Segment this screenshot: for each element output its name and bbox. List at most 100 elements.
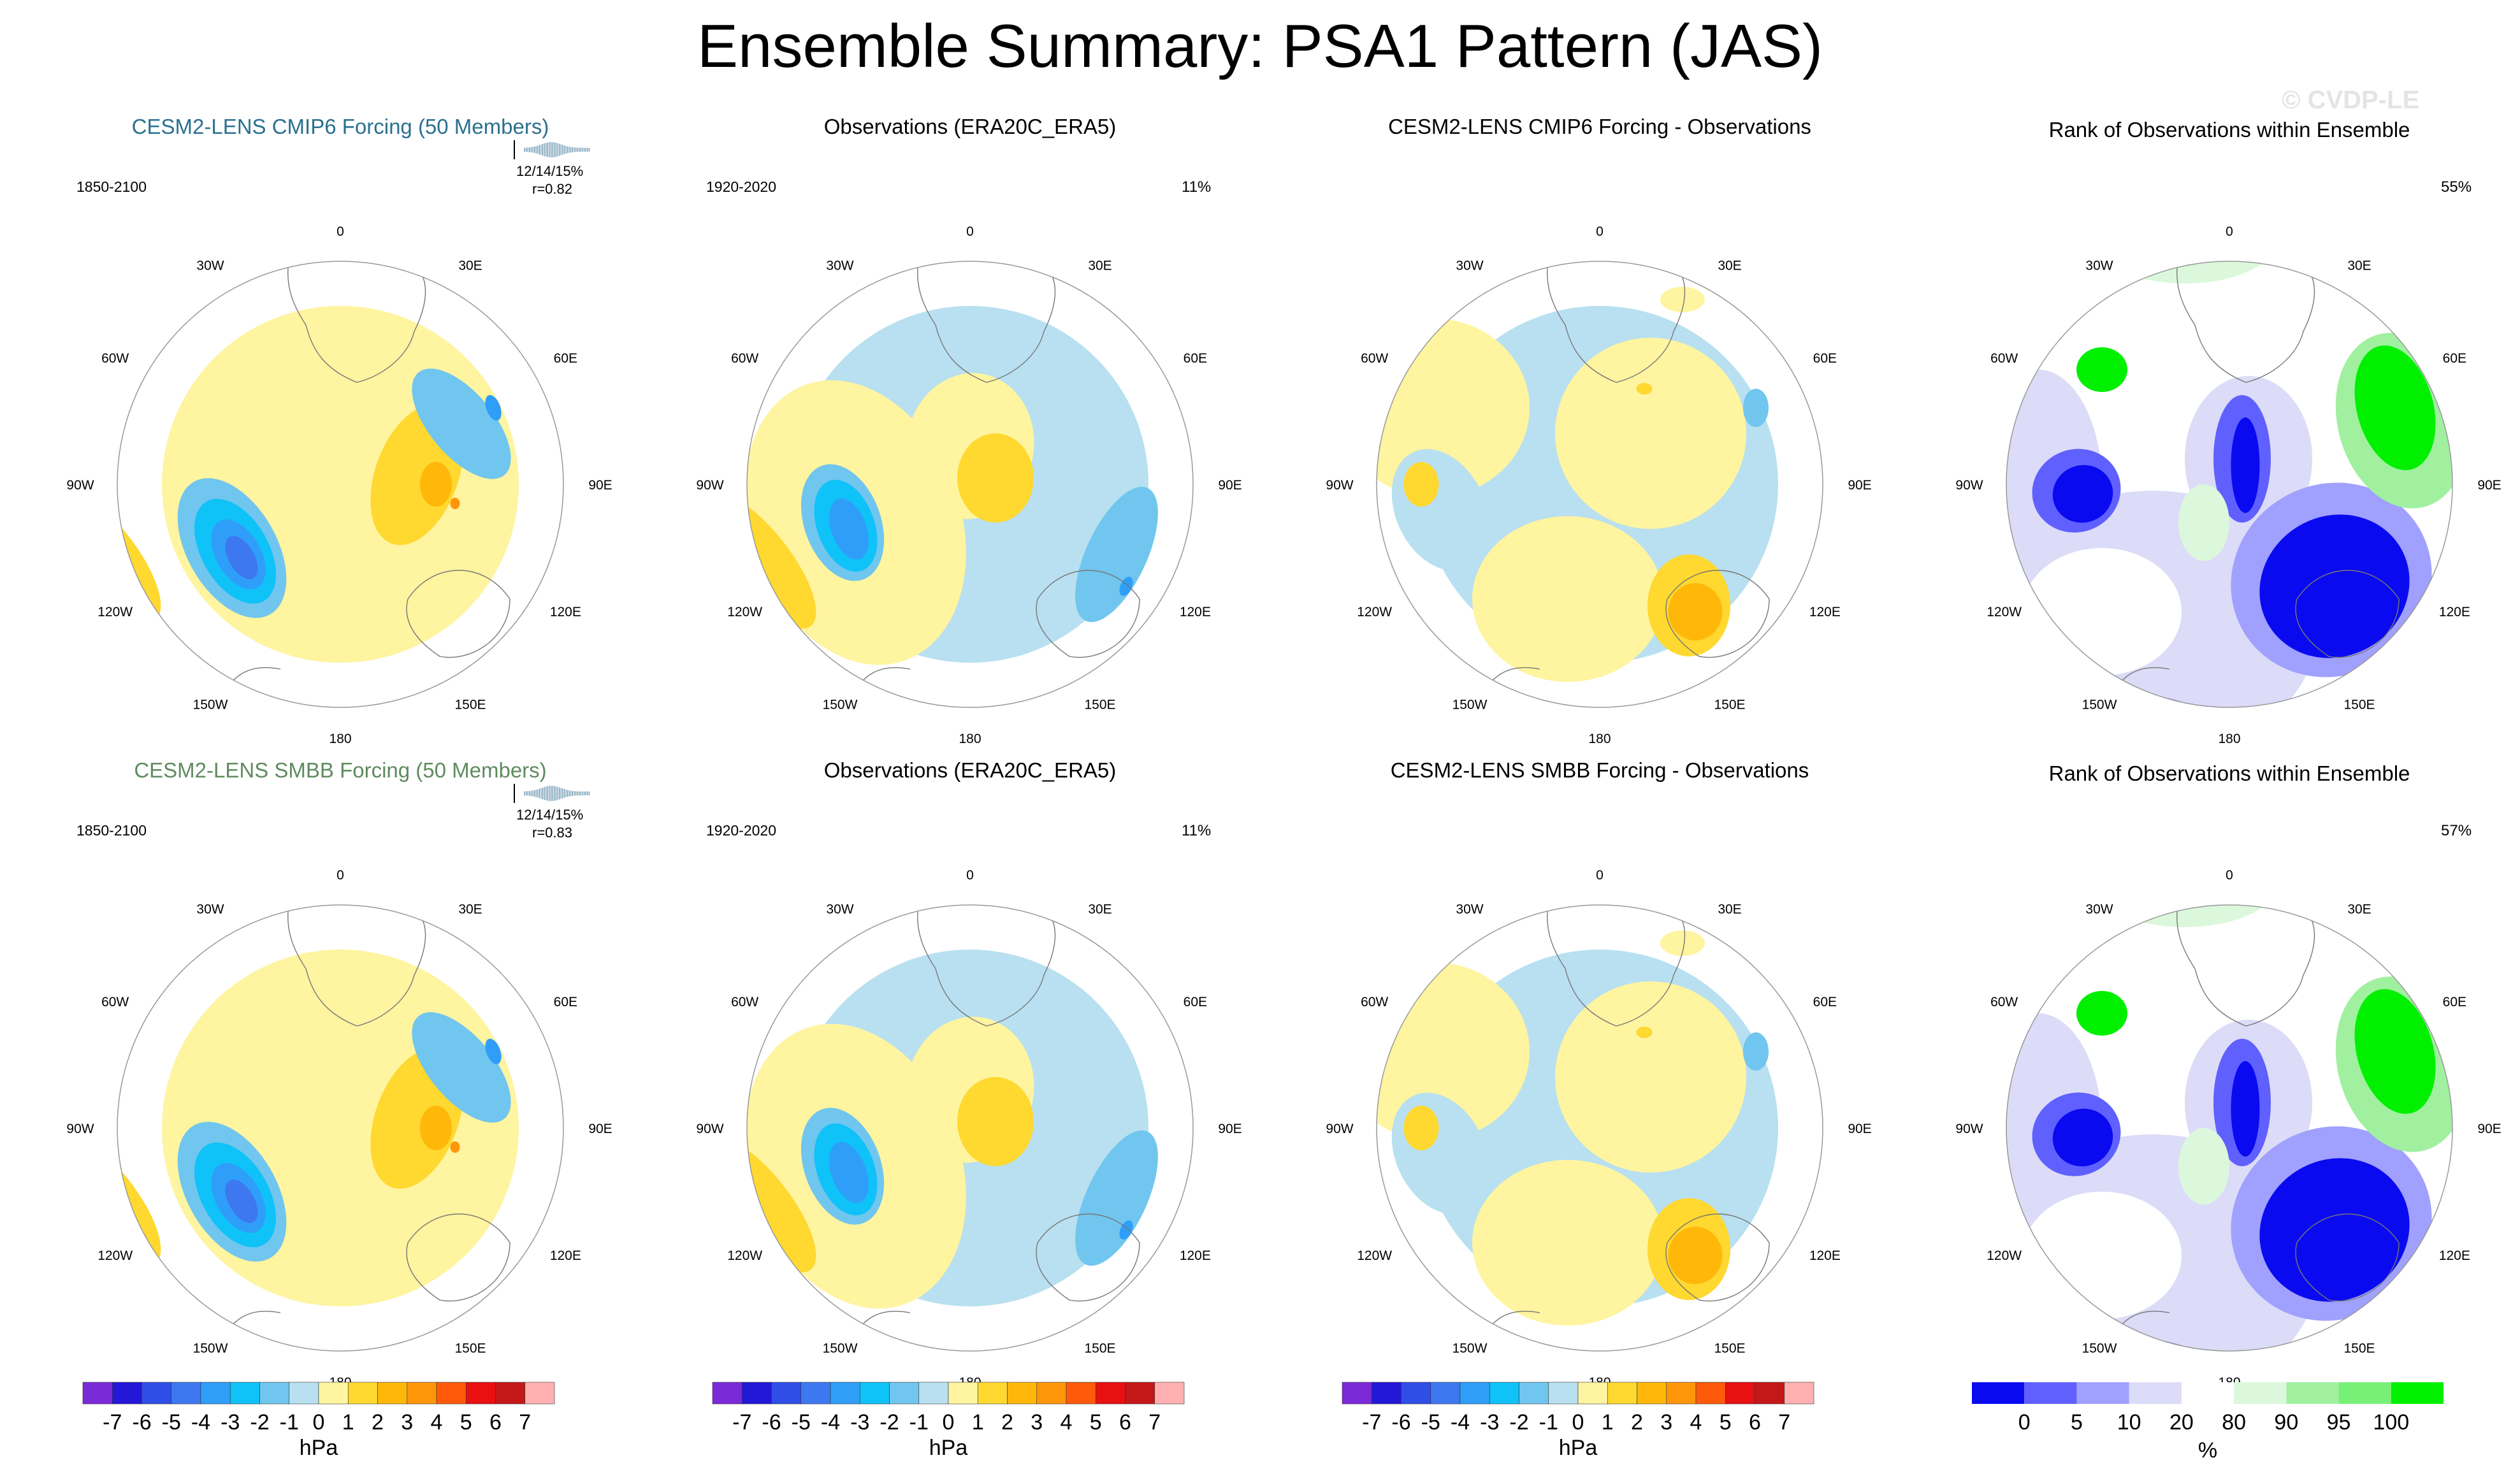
longitude-label: 150E [1714, 1341, 1745, 1356]
variance-percent: 11% [1182, 178, 1212, 196]
coastline [1547, 905, 1686, 1027]
pattern-correlation: r=0.83 [532, 825, 572, 841]
colorbar-tick: -5 [162, 1410, 181, 1434]
colorbar-tick: -1 [909, 1410, 929, 1434]
coastline [406, 570, 511, 658]
colorbar-tick: -5 [792, 1410, 811, 1434]
contour-region [485, 1038, 502, 1065]
contour-region [2178, 484, 2229, 561]
longitude-label: 30W [196, 902, 224, 916]
colorbar-tick: 4 [1061, 1410, 1073, 1434]
pattern-correlation: r=0.82 [532, 181, 572, 197]
colorbar-swatch [1607, 1382, 1637, 1405]
colorbar-swatch [1666, 1382, 1697, 1405]
panel-title: Observations (ERA20C_ERA5) [823, 115, 1117, 138]
contour-region [1668, 1227, 1723, 1284]
contour-region [2076, 347, 2127, 392]
panel-title: CESM2-LENS SMBB Forcing - Observations [1390, 758, 1809, 782]
panel-obs-row1: 0 30E 60E 90E 120E 150E 180 150W 120W 90W 60W 30W Ob… [655, 115, 1285, 758]
colorbar-swatch [407, 1382, 437, 1405]
colorbar-tick: 20 [2169, 1410, 2194, 1434]
longitude-label: 30E [2347, 902, 2371, 916]
coastline [287, 261, 426, 383]
longitude-label: 60E [2443, 995, 2466, 1009]
contour-region [1636, 383, 1653, 394]
colorbar-swatch [2286, 1382, 2339, 1404]
contour-region [80, 550, 97, 572]
colorbar-swatch [1784, 1382, 1814, 1405]
longitude-label: 150W [193, 1341, 228, 1356]
colorbar-tick: -3 [1480, 1410, 1499, 1434]
colorbar-tick: -7 [732, 1410, 751, 1434]
contour-region [2231, 417, 2260, 513]
longitude-label: 60W [101, 351, 129, 366]
panel-model-row2: 030E60E90E120E150E180150W120W90W60W30WCE… [25, 758, 655, 1402]
contour-region [225, 536, 258, 579]
contour-region [2354, 989, 2436, 1114]
coastline [2176, 905, 2315, 1027]
longitude-label: 90E [1218, 1122, 1242, 1136]
longitude-label: 180 [1588, 732, 1611, 746]
coastline [1036, 570, 1140, 658]
contour-region [2089, 905, 2280, 927]
longitude-label: 60W [101, 995, 129, 1009]
contour-region [412, 1012, 511, 1123]
colorbar-swatch [1548, 1382, 1579, 1405]
colorbar-swatch [2234, 1382, 2287, 1404]
colorbar-swatch [200, 1382, 231, 1405]
colorbar-swatch [771, 1382, 802, 1405]
longitude-label: 60W [1990, 351, 2018, 366]
colorbar-tick: 90 [2274, 1410, 2298, 1434]
longitude-label: 150W [193, 698, 228, 712]
colorbar-swatch [1036, 1382, 1067, 1405]
longitude-label: 120E [2439, 1248, 2470, 1263]
longitude-label: 30E [1088, 902, 1112, 916]
colorbar-swatch [1430, 1382, 1461, 1405]
colorbar-swatch [977, 1382, 1008, 1405]
colorbar-unit: hPa [1559, 1436, 1598, 1460]
contour-region [1668, 583, 1723, 640]
panel-model-row1: 0 30E 60E 90E 120E 150E 180 150W 120W 90W 60W 30W CE… [25, 115, 655, 758]
colorbar-tick: 1 [1602, 1410, 1614, 1434]
panel-diff-row1: 0 30E 60E 90E 120E 150E 180 150W 120W 90W 60W 30W CE… [1285, 115, 1915, 758]
coastline [1665, 1213, 1770, 1302]
contour-region [420, 462, 452, 507]
contour-region [2052, 1108, 2113, 1167]
longitude-label: 150W [1452, 1341, 1488, 1356]
contour-region [2354, 345, 2436, 470]
colorbar-swatch [259, 1382, 290, 1405]
colorbar-swatch [112, 1382, 142, 1405]
contour-region [1472, 516, 1663, 682]
longitude-label: 90E [1848, 1122, 1871, 1136]
colorbar-tick: 5 [1720, 1410, 1732, 1434]
polar-map-model: 0 30E 60E 90E 120E 150E 180 150W 120W 90W 60W 30W [66, 224, 612, 746]
contour-region [2057, 695, 2210, 707]
colorbar-tick: -1 [1539, 1410, 1558, 1434]
longitude-label: 120E [2439, 605, 2470, 619]
map-border [1376, 904, 1823, 1352]
contour-region [1743, 1032, 1769, 1071]
longitude-label: 120W [1357, 1248, 1392, 1263]
contour-field [117, 905, 519, 1351]
contour-region [1636, 1027, 1653, 1038]
longitude-label: 60E [554, 995, 577, 1009]
contour-region [1743, 389, 1769, 427]
colorbar-swatch [465, 1382, 496, 1405]
colorbar-swatch [525, 1382, 555, 1405]
longitude-label: 180 [2218, 732, 2240, 746]
colorbar-tick: -5 [1421, 1410, 1440, 1434]
contour-region [1555, 981, 1746, 1173]
coastline [1456, 261, 1566, 262]
rank-percent: 55% [2441, 178, 2472, 196]
colorbar-tick: 6 [489, 1410, 502, 1434]
longitude-label: 0 [2226, 868, 2233, 883]
colorbar-unit: hPa [929, 1436, 968, 1460]
colorbar-swatch [171, 1382, 201, 1405]
longitude-label: 60E [2443, 351, 2466, 366]
longitude-label: 90E [2477, 478, 2501, 493]
colorbar-unit: % [2198, 1438, 2217, 1463]
colorbar-tick: -3 [850, 1410, 869, 1434]
longitude-label: 90W [66, 478, 94, 493]
